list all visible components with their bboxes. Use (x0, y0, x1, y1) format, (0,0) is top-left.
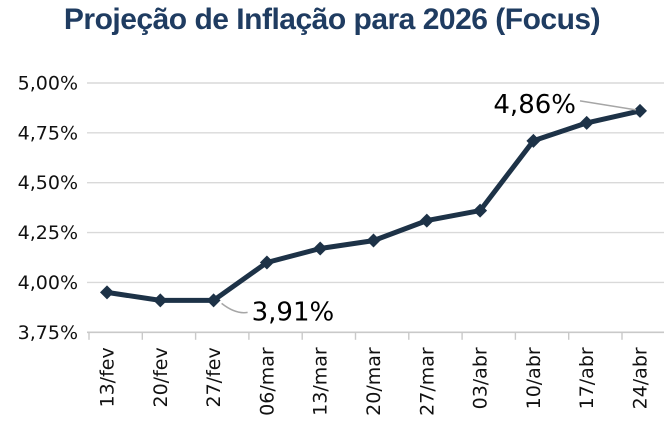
data-point-marker (100, 285, 114, 300)
leader-line (579, 100, 637, 111)
data-point-marker (473, 203, 488, 218)
data-label: 4,86% (493, 90, 576, 120)
data-point-marker (259, 255, 274, 270)
data-point-marker (579, 115, 594, 130)
leader-line (221, 302, 248, 314)
data-point-marker (526, 133, 541, 148)
y-axis-tick-label: 4,50% (18, 172, 78, 194)
data-point-marker (633, 103, 647, 118)
x-axis-tick-label: 06/mar (256, 347, 278, 416)
data-point-marker (153, 293, 168, 308)
x-axis-tick-label: 20/mar (363, 347, 385, 416)
x-axis-tick-label: 20/fev (150, 347, 172, 407)
x-axis-tick-label: 13/mar (310, 347, 332, 416)
data-point-marker (313, 241, 328, 256)
x-axis-tick-label: 03/abr (470, 347, 492, 409)
y-axis-tick-label: 4,00% (18, 272, 78, 294)
chart-title: Projeção de Inflação para 2026 (Focus) (63, 3, 601, 36)
x-axis-tick-label: 13/fev (97, 347, 119, 407)
x-axis-tick-label: 27/mar (416, 347, 438, 416)
y-axis-tick-label: 4,25% (18, 222, 78, 244)
data-point-marker (419, 213, 434, 228)
y-axis-tick-label: 5,00% (18, 73, 78, 95)
data-point-marker (206, 293, 221, 308)
x-axis-tick-label: 10/abr (523, 347, 545, 409)
x-axis-tick-label: 27/fev (203, 347, 225, 407)
y-axis-tick-label: 4,75% (18, 122, 78, 144)
x-axis-tick-label: 24/abr (630, 347, 652, 409)
data-point-marker (366, 233, 381, 248)
y-axis-tick-label: 3,75% (18, 322, 78, 344)
x-axis-tick-label: 17/abr (576, 347, 598, 409)
series-line (104, 108, 643, 303)
data-label: 3,91% (252, 297, 335, 327)
